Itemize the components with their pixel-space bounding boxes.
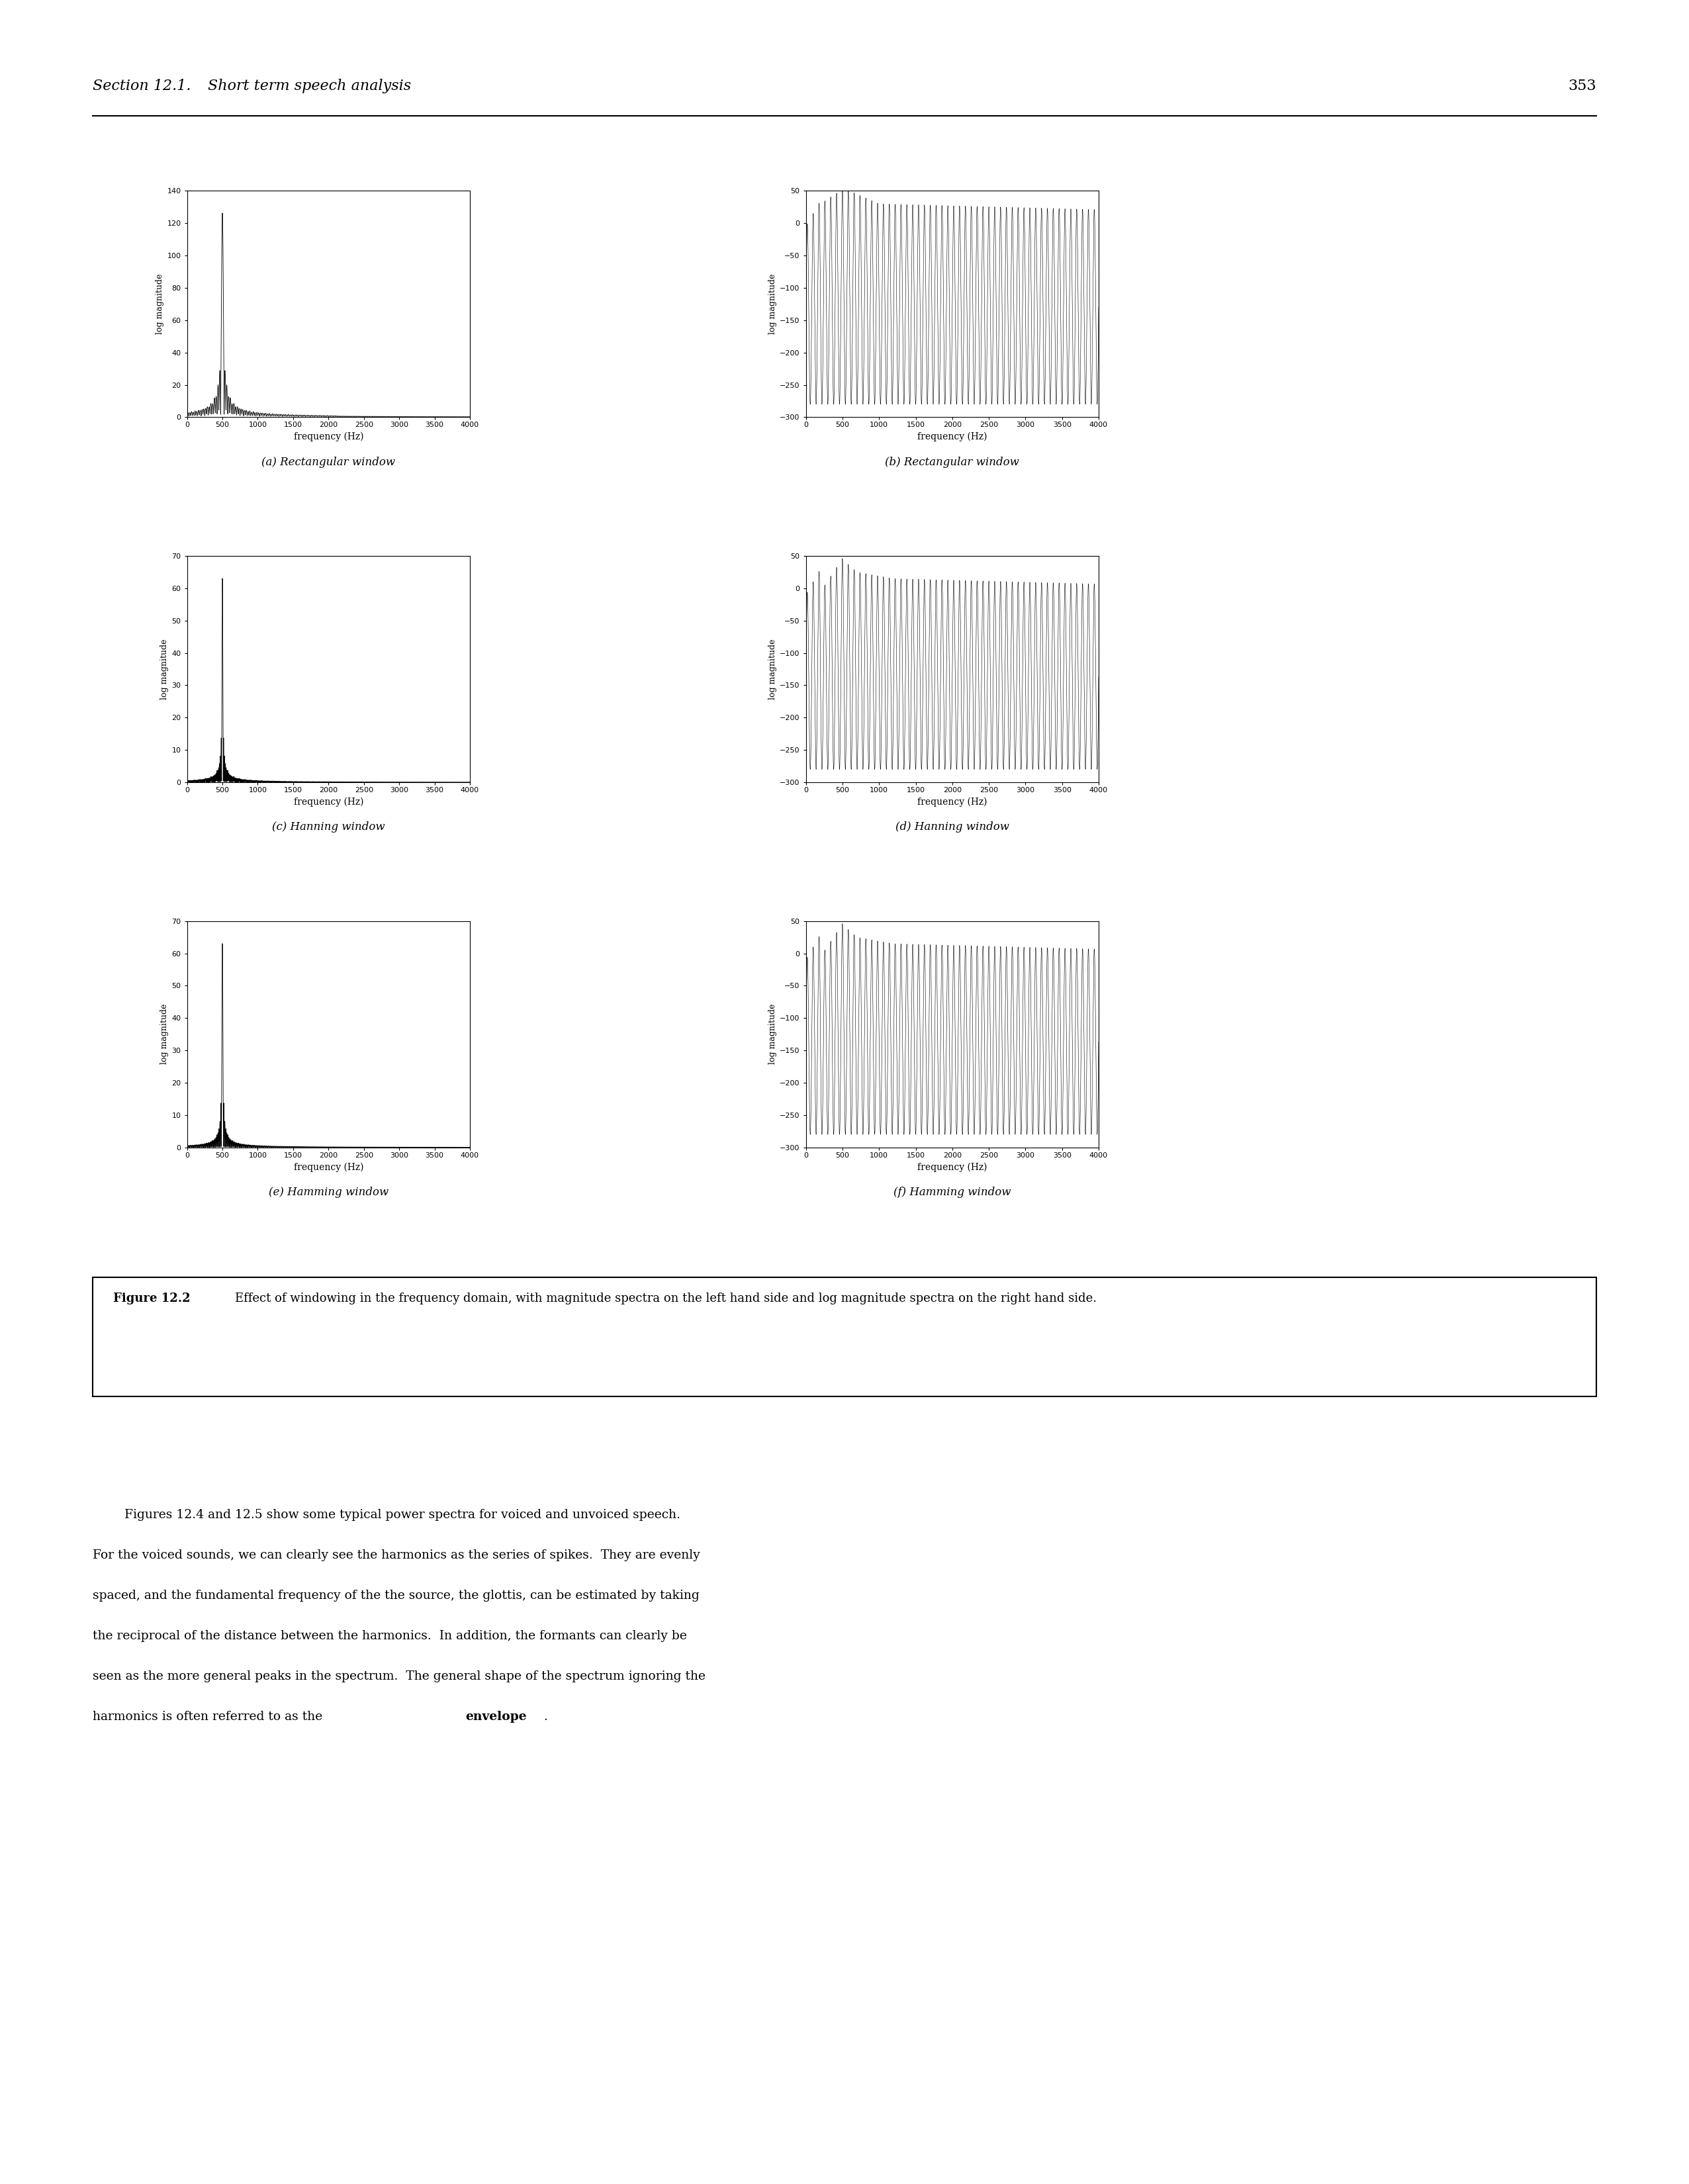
Text: .: .	[544, 1710, 547, 1723]
Text: (b) Rectangular window: (b) Rectangular window	[885, 456, 1020, 467]
Text: spaced, and the fundamental frequency of the the source, the glottis, can be est: spaced, and the fundamental frequency of…	[93, 1590, 699, 1601]
X-axis label: frequency (Hz): frequency (Hz)	[294, 432, 363, 441]
Y-axis label: log magnitude: log magnitude	[160, 1005, 169, 1064]
Text: For the voiced sounds, we can clearly see the harmonics as the series of spikes.: For the voiced sounds, we can clearly se…	[93, 1548, 701, 1562]
Text: Figures 12.4 and 12.5 show some typical power spectra for voiced and unvoiced sp: Figures 12.4 and 12.5 show some typical …	[93, 1509, 681, 1520]
Text: (c) Hanning window: (c) Hanning window	[272, 821, 385, 832]
X-axis label: frequency (Hz): frequency (Hz)	[917, 797, 986, 806]
Y-axis label: log magnitude: log magnitude	[160, 640, 169, 699]
Y-axis label: log magnitude: log magnitude	[155, 273, 164, 334]
Y-axis label: log magnitude: log magnitude	[768, 640, 777, 699]
X-axis label: frequency (Hz): frequency (Hz)	[294, 797, 363, 806]
Text: Effect of windowing in the frequency domain, with magnitude spectra on the left : Effect of windowing in the frequency dom…	[235, 1293, 1096, 1304]
Text: Section 12.1.: Section 12.1.	[93, 79, 191, 94]
Text: (a) Rectangular window: (a) Rectangular window	[262, 456, 395, 467]
Text: 353: 353	[1567, 79, 1596, 94]
Y-axis label: log magnitude: log magnitude	[768, 273, 777, 334]
Text: Short term speech analysis: Short term speech analysis	[208, 79, 410, 94]
Text: seen as the more general peaks in the spectrum.  The general shape of the spectr: seen as the more general peaks in the sp…	[93, 1671, 706, 1682]
X-axis label: frequency (Hz): frequency (Hz)	[917, 1162, 986, 1173]
X-axis label: frequency (Hz): frequency (Hz)	[917, 432, 986, 441]
Text: Figure 12.2: Figure 12.2	[113, 1293, 206, 1304]
Y-axis label: log magnitude: log magnitude	[768, 1005, 777, 1064]
Text: (f) Hamming window: (f) Hamming window	[893, 1186, 1012, 1199]
Text: (d) Hanning window: (d) Hanning window	[895, 821, 1008, 832]
Text: (e) Hamming window: (e) Hamming window	[269, 1186, 388, 1199]
Text: harmonics is often referred to as the: harmonics is often referred to as the	[93, 1710, 326, 1723]
X-axis label: frequency (Hz): frequency (Hz)	[294, 1162, 363, 1173]
Text: envelope: envelope	[464, 1710, 527, 1723]
Text: the reciprocal of the distance between the harmonics.  In addition, the formants: the reciprocal of the distance between t…	[93, 1629, 687, 1642]
